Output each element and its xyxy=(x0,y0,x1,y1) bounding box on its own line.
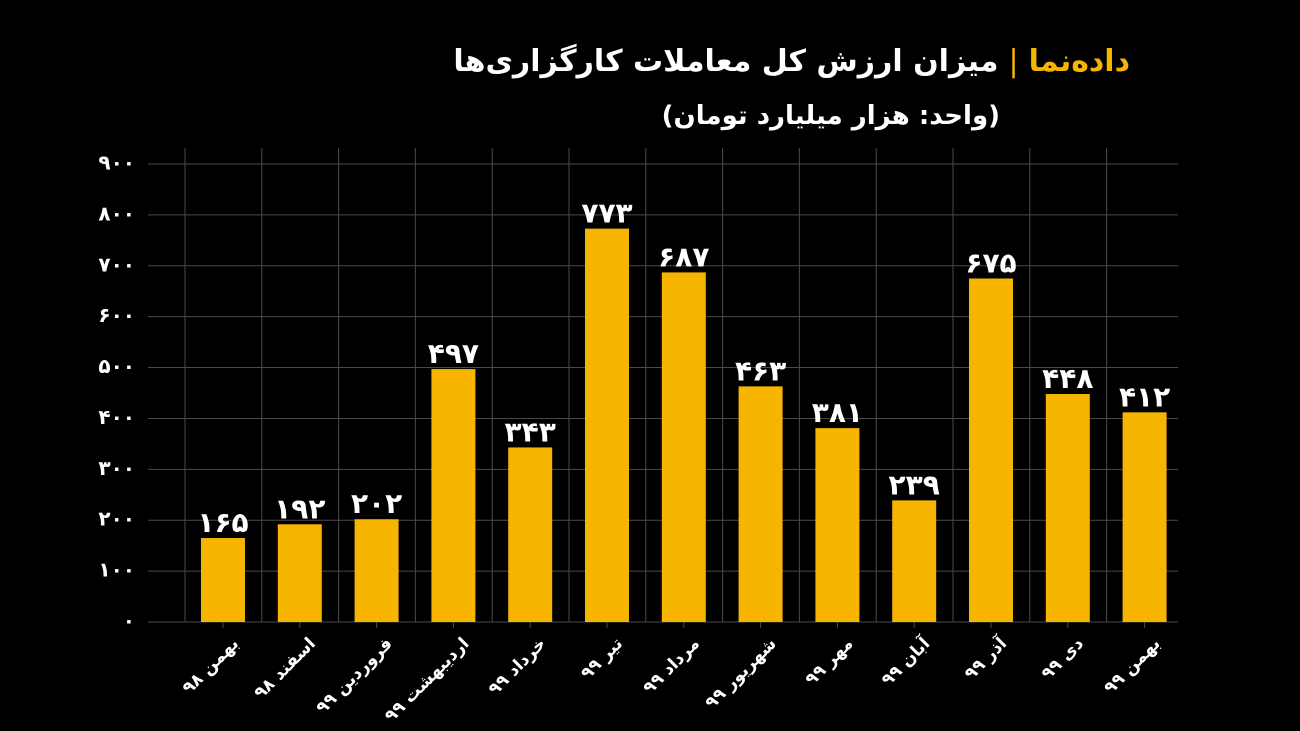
y-axis: ۰ ۱۰۰ ۲۰۰ ۳۰۰ ۴۰۰ ۵۰۰ ۶۰۰ ۷۰۰ ۸۰۰ ۹۰۰ xyxy=(98,151,135,633)
y-tick-label: ۱۰۰ xyxy=(98,558,135,582)
y-tick-label: ۴۰۰ xyxy=(98,405,135,429)
brand-name: داده‌نما xyxy=(1028,44,1130,79)
bar xyxy=(892,500,937,622)
bar xyxy=(1045,394,1090,622)
bar xyxy=(969,278,1013,622)
bar-value-label: ۱۹۲ xyxy=(274,492,325,525)
value-labels: ۱۶۵ ۱۹۲ ۲۰۲ ۴۹۷ ۳۴۳ ۷۷۳ ۶۸۷ ۴۶۳ ۳۸۱ ۲۳۹ ۶۷۵ ۴۴۸ ۴۱۲ xyxy=(197,197,1170,539)
bar-value-label: ۷۷۳ xyxy=(581,197,632,230)
x-tick-label: بهمن ۹۹ xyxy=(1100,634,1164,698)
x-tick-label: آذر ۹۹ xyxy=(959,632,1011,684)
bar xyxy=(1122,412,1167,622)
bar-value-label: ۶۸۷ xyxy=(658,240,709,273)
bar-value-label: ۴۱۲ xyxy=(1119,380,1170,413)
bar-value-label: ۱۶۵ xyxy=(197,506,248,539)
chart-title: میزان ارزش کل معاملات کارگزاری‌ها xyxy=(453,44,999,79)
bar xyxy=(738,386,783,622)
bar xyxy=(815,428,860,622)
y-tick-label: ۸۰۰ xyxy=(98,201,135,225)
bar xyxy=(354,519,399,622)
bar xyxy=(277,524,322,622)
x-tick-label: تیر ۹۹ xyxy=(577,634,627,684)
y-tick-label: ۹۰۰ xyxy=(98,151,135,175)
x-tick-label: شهریور ۹۹ xyxy=(701,634,780,713)
x-tick-label: آبان ۹۹ xyxy=(876,632,935,691)
x-tick-label: اسفند ۹۸ xyxy=(250,634,319,703)
y-tick-label: ۷۰۰ xyxy=(98,252,135,276)
header-separator: | xyxy=(1008,44,1019,79)
bar xyxy=(585,228,629,622)
bar-value-label: ۳۸۱ xyxy=(812,396,863,429)
bar-value-label: ۴۶۳ xyxy=(735,354,786,387)
bar xyxy=(431,369,476,622)
bar xyxy=(201,538,245,622)
y-tick-label: ۳۰۰ xyxy=(98,456,135,480)
bar-value-label: ۴۹۷ xyxy=(428,337,479,370)
bar xyxy=(508,447,553,622)
y-tick-label: ۶۰۰ xyxy=(98,303,135,327)
bar-value-label: ۶۷۵ xyxy=(965,247,1016,280)
bar-value-label: ۲۳۹ xyxy=(889,468,940,501)
x-tick-label: مرداد ۹۹ xyxy=(639,634,703,698)
bar xyxy=(661,272,706,622)
y-tick-label: ۵۰۰ xyxy=(98,354,135,378)
chart-header: داده‌نما | میزان ارزش کل معاملات کارگزاری‌… xyxy=(453,44,1130,79)
bar-value-label: ۳۴۳ xyxy=(505,415,556,448)
y-tick-label: ۰ xyxy=(123,609,135,633)
bars xyxy=(201,228,1167,622)
y-tick-label: ۲۰۰ xyxy=(98,507,135,531)
chart-subtitle: (واحد: هزار میلیارد تومان) xyxy=(661,101,1000,131)
bar-value-label: ۴۴۸ xyxy=(1042,362,1093,395)
x-tick-label: بهمن ۹۸ xyxy=(179,634,243,698)
x-tick-label: مهر ۹۹ xyxy=(802,634,858,690)
x-tick-label: فروردین ۹۹ xyxy=(312,634,396,718)
x-tick-label: دی ۹۹ xyxy=(1038,634,1088,684)
x-tick-label: خرداد ۹۹ xyxy=(485,634,551,700)
bar-value-label: ۲۰۲ xyxy=(351,487,402,520)
